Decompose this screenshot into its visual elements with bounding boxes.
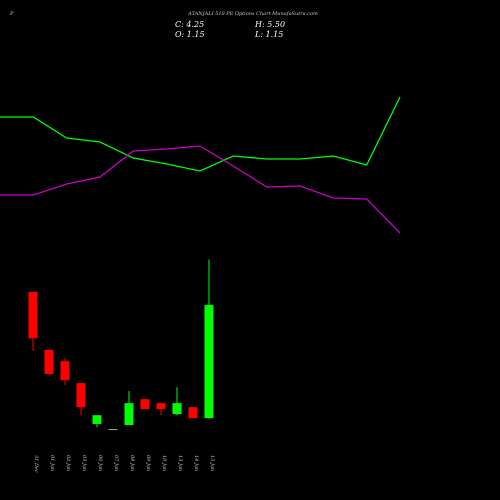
ohlc-label: L: 1.15 xyxy=(254,30,283,39)
candle-body xyxy=(204,305,214,419)
x-tick-label: 15 Jan xyxy=(209,455,215,471)
x-tick-label: 03 Jan xyxy=(81,455,87,471)
title-prefix: P xyxy=(9,11,14,17)
x-tick-label: 10 Jan xyxy=(161,455,167,471)
x-tick-label: 31 Dec xyxy=(33,455,39,473)
x-tick-label: 09 Jan xyxy=(145,455,151,471)
x-tick-label: 06 Jan xyxy=(97,455,103,471)
chart-title: ATANJALI 510 PE Options Chart MunafaSutr… xyxy=(187,11,318,17)
candle-body xyxy=(156,403,166,410)
x-tick-label: 07 Jan xyxy=(113,455,119,471)
candle-body xyxy=(28,291,38,339)
ohlc-label: H: 5.50 xyxy=(254,20,285,29)
candle-body xyxy=(60,361,70,381)
x-tick-label: 13 Jan xyxy=(177,455,183,471)
x-tick-label: 08 Jan xyxy=(129,455,135,471)
candle-body xyxy=(76,383,86,408)
ohlc-label: C: 4.25 xyxy=(175,20,204,29)
candle-body xyxy=(108,429,118,431)
line-series xyxy=(0,145,401,234)
x-tick-label: 01 Jan xyxy=(49,455,55,471)
candle-body xyxy=(172,403,182,415)
candle-body xyxy=(140,399,150,410)
line-series xyxy=(0,96,401,172)
x-tick-label: 02 Jan xyxy=(65,455,71,471)
candle-body xyxy=(188,407,198,419)
candle-body xyxy=(124,403,134,426)
ohlc-label: O: 1.15 xyxy=(175,30,205,39)
candle-body xyxy=(92,415,102,424)
candle-body xyxy=(44,349,54,374)
x-tick-label: 14 Jan xyxy=(193,455,199,471)
